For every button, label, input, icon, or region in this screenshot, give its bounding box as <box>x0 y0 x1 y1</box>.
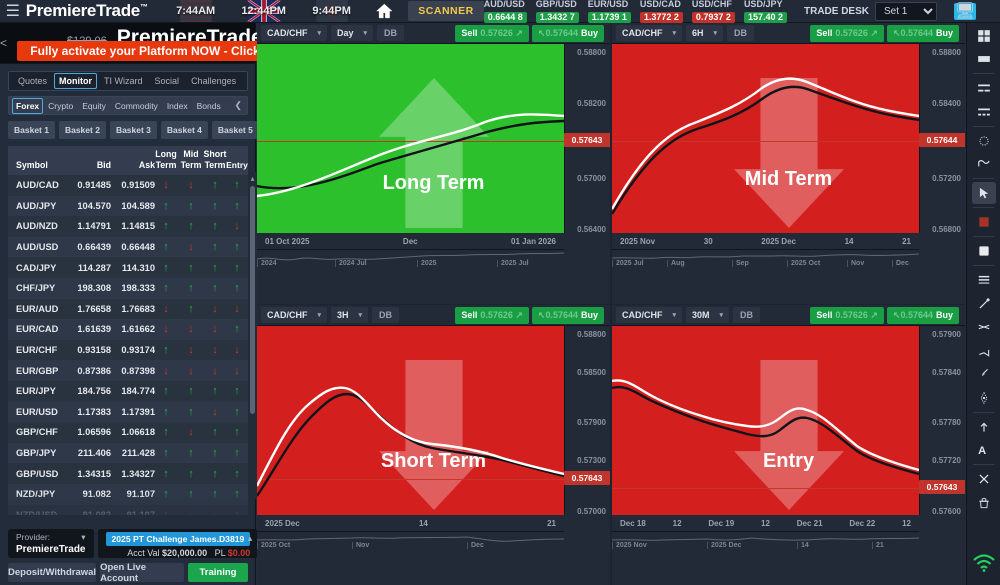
svg-text:A: A <box>978 445 986 457</box>
